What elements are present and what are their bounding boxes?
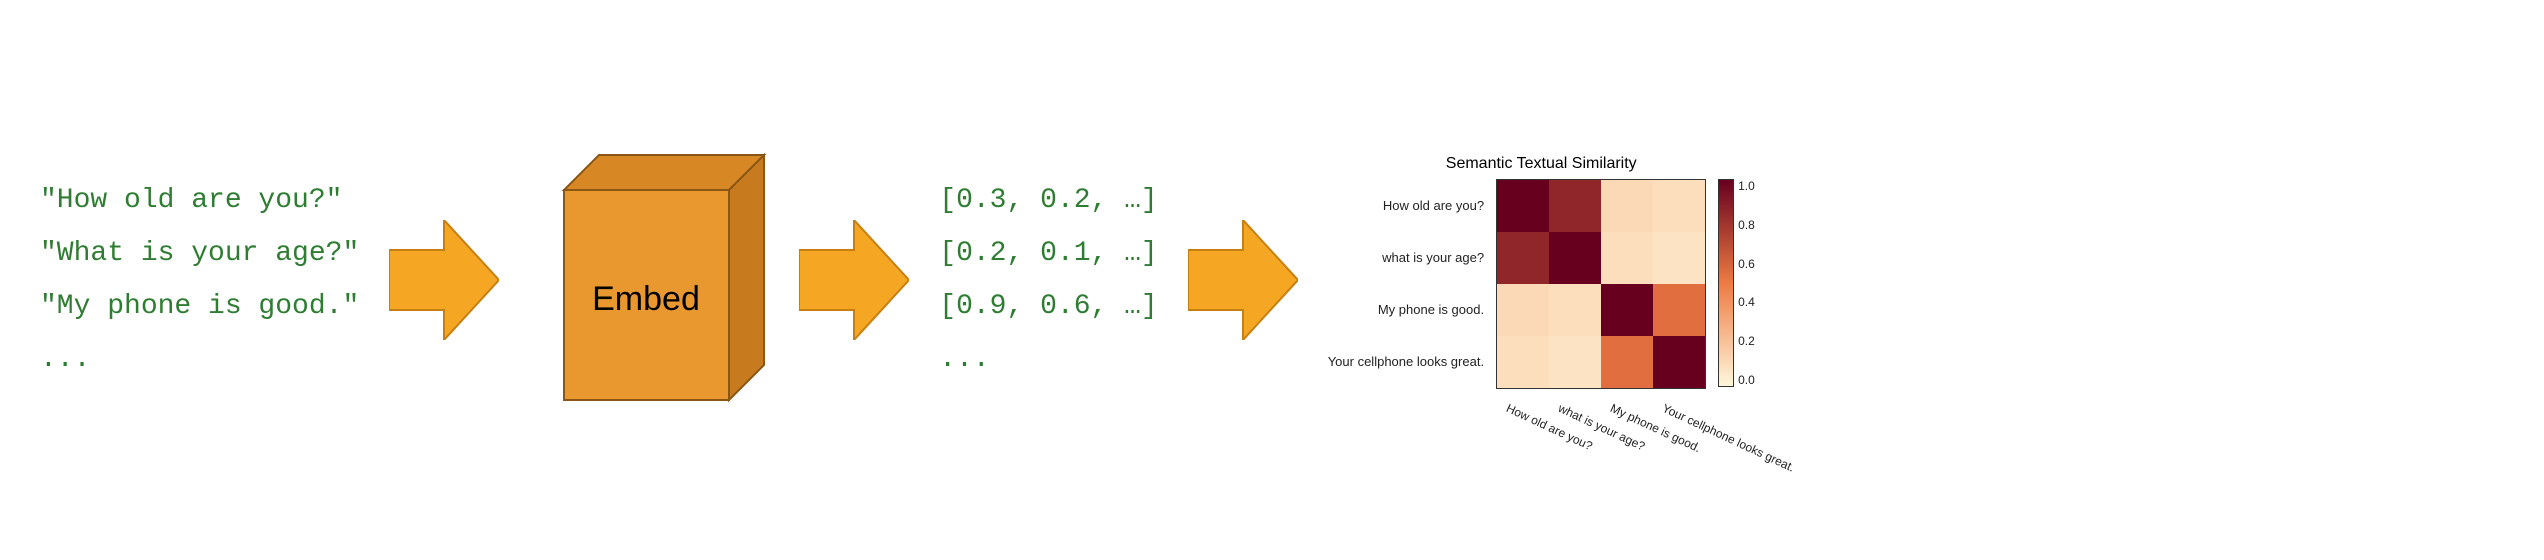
arrow-shape (389, 220, 499, 340)
vector-line: [0.9, 0.6, …] (939, 280, 1157, 333)
heatmap-cell (1549, 180, 1601, 232)
colorbar-ticks: 1.0 0.8 0.6 0.4 0.2 0.0 (1738, 179, 1755, 387)
heatmap-cell (1601, 180, 1653, 232)
input-line: ... (40, 333, 359, 386)
output-vectors: [0.3, 0.2, …] [0.2, 0.1, …] [0.9, 0.6, …… (939, 174, 1157, 387)
arrow-icon (1188, 220, 1298, 340)
heatmap-grid (1496, 179, 1706, 389)
cbar-tick: 0.6 (1738, 257, 1755, 271)
heatmap-grid-column: How old are you? what is your age? My ph… (1496, 179, 1706, 405)
input-line: "My phone is good." (40, 280, 359, 333)
heatmap-body: How old are you? what is your age? My ph… (1328, 179, 1755, 405)
cbar-tick: 0.4 (1738, 295, 1755, 309)
heatmap-cell (1653, 232, 1705, 284)
heatmap-cell (1549, 284, 1601, 336)
heatmap-cell (1601, 232, 1653, 284)
heatmap-title: Semantic Textual Similarity (1446, 155, 1637, 173)
arrow-shape (1188, 220, 1298, 340)
colorbar: 1.0 0.8 0.6 0.4 0.2 0.0 (1718, 179, 1755, 387)
heatmap-cell (1549, 232, 1601, 284)
cbar-tick: 0.0 (1738, 373, 1755, 387)
arrow-icon (799, 220, 909, 340)
heatmap-cell (1497, 284, 1549, 336)
cube-side-face (729, 155, 764, 400)
heatmap-cell (1653, 180, 1705, 232)
heatmap-ylabel: How old are you? (1383, 179, 1484, 231)
heatmap-cell (1601, 284, 1653, 336)
input-line: "What is your age?" (40, 227, 359, 280)
input-line: "How old are you?" (40, 174, 359, 227)
heatmap-cell (1497, 180, 1549, 232)
vector-line: ... (939, 333, 1157, 386)
cbar-tick: 0.8 (1738, 218, 1755, 232)
heatmap-xlabels: How old are you? what is your age? My ph… (1496, 391, 1706, 405)
embed-cube: Embed (529, 150, 769, 410)
input-sentences: "How old are you?" "What is your age?" "… (40, 174, 359, 387)
vector-line: [0.2, 0.1, …] (939, 227, 1157, 280)
arrow-shape (799, 220, 909, 340)
colorbar-gradient (1718, 179, 1734, 387)
heatmap-ylabel: My phone is good. (1378, 283, 1484, 335)
embedding-pipeline: "How old are you?" "What is your age?" "… (40, 150, 2504, 410)
heatmap-cell (1497, 232, 1549, 284)
heatmap-ylabel: Your cellphone looks great. (1328, 335, 1484, 387)
heatmap-cell (1601, 336, 1653, 388)
heatmap-ylabels: How old are you? what is your age? My ph… (1328, 179, 1484, 387)
arrow-icon (389, 220, 499, 340)
heatmap-xlabel: How old are you? (1504, 401, 1557, 436)
heatmap-ylabel: what is your age? (1382, 231, 1484, 283)
heatmap-cell (1653, 284, 1705, 336)
heatmap-cell (1549, 336, 1601, 388)
cube-label: Embed (592, 280, 700, 318)
similarity-heatmap: Semantic Textual Similarity How old are … (1328, 155, 1755, 405)
cbar-tick: 0.2 (1738, 334, 1755, 348)
cbar-tick: 1.0 (1738, 179, 1755, 193)
vector-line: [0.3, 0.2, …] (939, 174, 1157, 227)
heatmap-cell (1497, 336, 1549, 388)
heatmap-cell (1653, 336, 1705, 388)
